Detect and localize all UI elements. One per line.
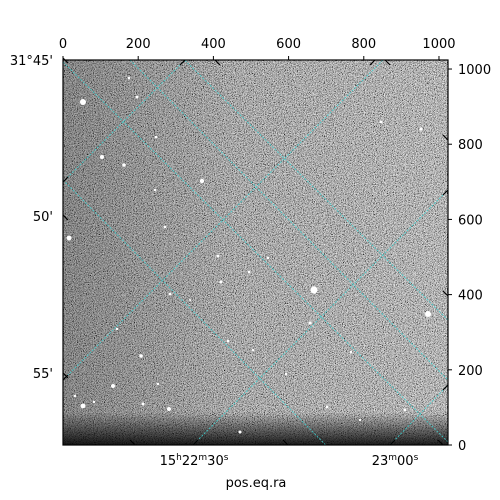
star — [238, 430, 242, 434]
coordinate-grid — [63, 60, 448, 445]
star — [349, 350, 353, 354]
world-tick — [369, 59, 376, 66]
world-tick — [62, 374, 69, 381]
world-tick — [62, 57, 69, 64]
world-tick — [62, 176, 69, 183]
top-tick-label: 600 — [276, 37, 301, 52]
star — [156, 382, 160, 386]
star — [379, 120, 383, 124]
star — [247, 270, 251, 274]
star — [266, 256, 270, 260]
star — [100, 155, 104, 159]
world-tick — [192, 439, 199, 446]
grid-line — [192, 189, 448, 445]
world-tick — [62, 372, 69, 379]
star — [139, 354, 143, 358]
top-tick-label: 400 — [201, 37, 226, 52]
right-tick-label: 400 — [458, 289, 483, 304]
right-tick-label: 200 — [458, 364, 483, 379]
star — [135, 95, 139, 99]
world-tick — [282, 439, 289, 446]
star — [325, 405, 329, 409]
world-ticks — [62, 57, 449, 446]
pixel-ticks: 0 200 400 600 800 1000 0 200 400 600 800 1000 — [59, 37, 491, 454]
world-tick — [62, 214, 69, 221]
star — [122, 163, 126, 167]
star — [419, 127, 423, 131]
world-tick — [214, 59, 221, 66]
grid-line — [129, 60, 448, 381]
grid-line — [63, 60, 384, 381]
grid-line — [63, 61, 448, 443]
star — [358, 418, 362, 422]
star — [73, 394, 77, 398]
world-tick — [442, 384, 449, 391]
top-tick-label: 200 — [126, 37, 151, 52]
ra-tick-label: 15h22m30s — [160, 453, 229, 469]
dec-tick-label: 50' — [33, 210, 53, 225]
star — [168, 292, 172, 296]
world-tick — [442, 290, 449, 297]
world-tick — [129, 439, 136, 446]
top-tick-label: 1000 — [422, 37, 455, 52]
right-tick-label: 0 — [458, 439, 466, 454]
world-tick — [389, 439, 396, 446]
star — [111, 384, 115, 388]
star-field — [66, 76, 431, 434]
dec-tick-label: 55' — [33, 367, 53, 382]
grid-line — [63, 179, 327, 445]
star — [251, 348, 255, 352]
star — [219, 280, 223, 284]
star — [154, 135, 158, 139]
star — [141, 402, 145, 406]
star — [226, 339, 230, 343]
star — [216, 254, 220, 258]
star — [153, 188, 157, 192]
plot-frame — [62, 59, 449, 446]
top-tick-label: 800 — [351, 37, 376, 52]
right-tick-label: 600 — [458, 213, 483, 228]
dec-tick-label: 31°45' — [10, 54, 53, 69]
top-tick-label: 0 — [59, 37, 67, 52]
world-tick — [179, 59, 186, 66]
star — [167, 407, 171, 411]
x-axis-label: pos.eq.ra — [226, 476, 287, 491]
world-tick — [384, 59, 391, 66]
grid-line — [63, 60, 186, 183]
right-tick-label: 800 — [458, 138, 483, 153]
ra-tick-label: 23m00s — [372, 453, 419, 469]
star — [80, 403, 86, 409]
star — [189, 299, 191, 301]
star — [199, 178, 205, 184]
world-tick — [442, 134, 449, 141]
world-tick — [437, 439, 444, 446]
grid-line — [183, 60, 448, 321]
star — [127, 76, 131, 80]
star — [284, 372, 288, 376]
star — [425, 311, 431, 317]
star — [66, 235, 72, 241]
star — [115, 327, 119, 331]
star — [308, 321, 312, 325]
world-tick — [442, 189, 449, 196]
star — [92, 400, 96, 404]
star — [163, 225, 167, 229]
star — [403, 408, 407, 412]
right-tick-label: 1000 — [458, 63, 491, 78]
star — [310, 286, 318, 294]
star — [80, 99, 86, 105]
